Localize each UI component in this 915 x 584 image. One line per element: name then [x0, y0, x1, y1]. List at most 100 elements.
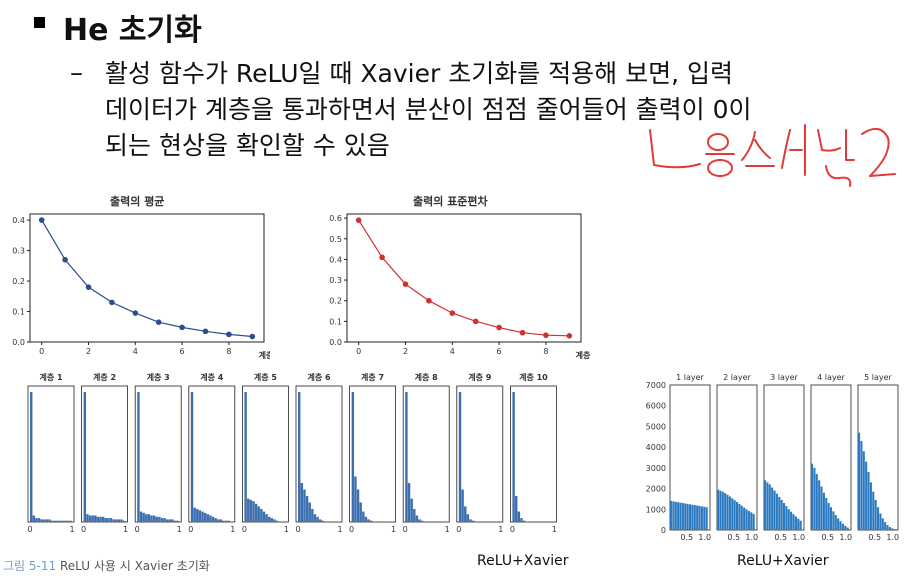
- std-chart-title: 출력의 표준편차: [413, 195, 488, 208]
- hist-bar: [160, 518, 164, 522]
- hist-bar: [691, 504, 694, 530]
- hist-bar: [830, 507, 833, 530]
- hist-bar: [40, 519, 43, 522]
- x-tick-label: 0.5: [680, 533, 693, 542]
- panel-label: 3 layer: [770, 373, 798, 382]
- panel-label: 계층 6: [307, 372, 331, 382]
- hist-bar: [686, 503, 689, 530]
- hist-bar: [415, 515, 419, 522]
- y-tick-label: 0.2: [329, 297, 342, 306]
- hist-bar: [139, 511, 143, 522]
- panel-frame: [188, 385, 236, 523]
- hist-bar: [832, 511, 835, 530]
- y-tick-label: 0.0: [329, 338, 342, 347]
- hist-bar: [794, 516, 797, 530]
- hist-bar: [407, 483, 411, 522]
- x-tick-label: 1: [391, 525, 396, 534]
- hist-bar: [827, 503, 830, 530]
- hist-bar: [471, 520, 475, 522]
- y-tick-label: 6000: [646, 402, 666, 411]
- hist-bar: [879, 513, 882, 530]
- hist-bar: [418, 519, 421, 522]
- hist-bar: [275, 520, 279, 522]
- data-point: [379, 254, 385, 261]
- mean-chart-title: 출력의 평균: [110, 195, 165, 208]
- y-tick-label: 2000: [646, 485, 666, 494]
- hist-bar: [83, 392, 87, 522]
- hist-bar: [268, 516, 271, 522]
- x-tick-label: 0: [356, 347, 361, 356]
- panel-label: 계층 10: [519, 372, 548, 382]
- hist-bar: [778, 496, 781, 530]
- panel-frame: [509, 385, 557, 523]
- hist-bar: [316, 516, 319, 522]
- hist-bar: [874, 499, 877, 530]
- hist-bar: [53, 520, 57, 522]
- panel-label: 계층 8: [415, 372, 439, 382]
- y-tick-label: 5000: [646, 422, 666, 431]
- hist-bar: [780, 499, 783, 530]
- hist-bar: [512, 392, 515, 522]
- panel-label: 계층 2: [93, 372, 116, 382]
- hist-bar: [410, 498, 413, 522]
- hist-bar: [738, 503, 741, 530]
- y-tick-label: 0.4: [12, 216, 25, 225]
- hist-bar: [458, 392, 462, 522]
- hist-bar: [740, 505, 743, 530]
- hist-bar: [752, 513, 755, 530]
- x-axis-label: 계층: [576, 350, 590, 360]
- hist-bar: [166, 519, 169, 522]
- x-tick-label: 1: [445, 525, 450, 534]
- hist-bar: [862, 451, 865, 530]
- hist-bar: [122, 520, 126, 522]
- y-tick-label: 0.3: [12, 247, 25, 256]
- hist-bar: [163, 518, 166, 522]
- x-tick-label: 1.0: [839, 533, 852, 542]
- hist-bar: [469, 519, 472, 522]
- x-tick-label: 0: [39, 347, 44, 356]
- hist-bar: [693, 505, 696, 530]
- hist-bar: [515, 496, 518, 522]
- hist-bar: [300, 483, 304, 522]
- panel-label: 계층 7: [361, 372, 384, 382]
- figure-caption-text: ReLU 사용 시 Xavier 초기화: [56, 559, 210, 573]
- hist-bar: [249, 499, 253, 522]
- hist-bar: [321, 520, 325, 522]
- hist-bar: [252, 501, 255, 522]
- hist-bar: [319, 519, 322, 522]
- relu-xavier-label-right: ReLU+Xavier: [737, 553, 829, 569]
- hist-bar: [273, 519, 276, 522]
- hist-bar: [305, 496, 309, 522]
- panel-label: 5 layer: [864, 373, 892, 382]
- hist-bar: [405, 392, 408, 522]
- hist-bar: [877, 507, 880, 530]
- hist-bar: [872, 491, 875, 530]
- hist-bar: [733, 500, 736, 530]
- hist-bar: [834, 515, 837, 530]
- hist-bar: [750, 512, 753, 530]
- hist-bar: [839, 521, 842, 530]
- x-tick-label: 1.0: [792, 533, 805, 542]
- hist-bar: [117, 519, 121, 522]
- x-tick-label: 1.0: [745, 533, 758, 542]
- x-tick-label: 1: [337, 525, 342, 534]
- hist-bar: [811, 463, 814, 530]
- x-tick-label: 6: [180, 347, 185, 356]
- hist-bar: [413, 509, 416, 522]
- x-tick-label: 0: [135, 525, 140, 534]
- x-tick-label: 0.5: [868, 533, 881, 542]
- hist-bar: [257, 506, 260, 522]
- hist-bar: [35, 518, 38, 522]
- hist-bar: [815, 474, 818, 530]
- hist-bar: [869, 482, 872, 530]
- x-tick-label: 1: [123, 525, 128, 534]
- hist-bar: [520, 518, 523, 522]
- hist-bar: [771, 487, 774, 530]
- x-tick-label: 1: [498, 525, 503, 534]
- hist-bar: [773, 490, 776, 530]
- panel-frame: [81, 385, 128, 523]
- hist-bar: [719, 490, 722, 530]
- mean-chart: 0.0 0.1 0.2 0.3 0.4 0 2 4 6 8 계층: [12, 213, 270, 360]
- data-point: [566, 333, 573, 339]
- hist-bar: [522, 520, 526, 522]
